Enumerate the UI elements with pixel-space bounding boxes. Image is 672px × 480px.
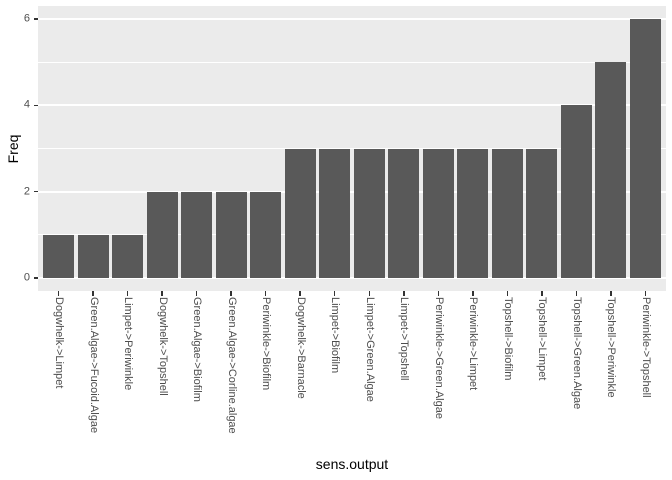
y-tick-mark — [34, 104, 38, 107]
x-tick-mark — [437, 291, 439, 296]
x-tick-mark — [644, 291, 647, 296]
x-tick-label: Topshell->Limpet — [536, 297, 549, 381]
gridline-minor — [38, 234, 666, 236]
x-tick-mark — [541, 291, 543, 296]
y-axis-title: Freq — [5, 134, 21, 163]
x-tick-label: Dogwhelk->Limpet — [53, 297, 66, 389]
bar — [353, 148, 385, 279]
x-tick-label: Green.Algae->Fucoid.Algae — [87, 297, 100, 434]
gridline-major — [38, 17, 666, 20]
y-tick-label: 2 — [23, 185, 30, 198]
x-tick-mark — [368, 291, 370, 296]
gridline-major — [38, 104, 666, 107]
x-tick-label: Dogwhelk->Topshell — [156, 297, 169, 396]
gridline-minor — [38, 61, 666, 63]
x-tick-mark — [264, 291, 267, 296]
bar — [43, 234, 75, 279]
bar — [629, 18, 661, 279]
x-tick-mark — [230, 291, 232, 296]
gridline-minor — [38, 148, 666, 149]
gridline-major — [38, 277, 666, 280]
bar — [181, 191, 213, 279]
y-tick-label: 6 — [23, 12, 30, 25]
x-tick-label: Periwinkle->Green.Algae — [432, 297, 445, 419]
x-tick-label: Topshell->Periwinkle — [605, 297, 618, 398]
y-tick-mark — [34, 18, 38, 20]
bar — [526, 148, 558, 279]
x-tick-mark — [472, 291, 474, 296]
x-tick-mark — [161, 291, 163, 296]
x-tick-label: Periwinkle->Topshell — [639, 297, 652, 398]
x-tick-label: Limpet->Biofilm — [329, 297, 342, 374]
x-tick-mark — [92, 291, 94, 296]
x-tick-label: Limpet->Periwinkle — [122, 297, 135, 391]
bar — [319, 148, 351, 279]
bar — [215, 191, 247, 279]
x-tick-label: Limpet->Green.Algae — [363, 297, 376, 402]
bar — [457, 148, 489, 279]
bar — [77, 234, 109, 279]
bar — [388, 148, 420, 279]
x-tick-mark — [403, 291, 405, 296]
x-tick-label: Topshell->Green.Algae — [570, 297, 583, 410]
x-tick-mark — [126, 291, 129, 296]
bar — [250, 191, 282, 279]
y-tick-mark — [34, 277, 38, 279]
x-tick-label: Limpet->Topshell — [398, 297, 411, 381]
x-tick-mark — [575, 291, 578, 296]
x-tick-label: Periwinkle->Biofilm — [260, 297, 273, 391]
bar — [422, 148, 454, 279]
y-tick-label: 4 — [23, 98, 30, 111]
bar — [112, 234, 144, 279]
x-tick-mark — [57, 291, 60, 296]
plot-panel — [38, 6, 666, 291]
x-tick-mark — [506, 291, 509, 296]
bar — [491, 148, 523, 279]
x-tick-label: Green.Algae->Corline.algae — [225, 297, 238, 434]
x-tick-mark — [610, 291, 612, 296]
x-tick-label: Topshell->Biofilm — [501, 297, 514, 381]
y-tick-mark — [34, 190, 38, 193]
gridline-major — [38, 190, 666, 193]
bar — [595, 62, 627, 279]
x-tick-mark — [333, 291, 336, 296]
bar — [284, 148, 316, 279]
x-tick-label: Green.Algae->Biofilm — [191, 297, 204, 402]
x-tick-label: Periwinkle->Limpet — [467, 297, 480, 391]
y-tick-label: 0 — [23, 271, 30, 284]
x-tick-label: Dogwhelk->Barnacle — [294, 297, 307, 399]
bar — [146, 191, 178, 279]
bar — [560, 105, 592, 279]
x-tick-mark — [299, 291, 301, 296]
x-axis-title: sens.output — [315, 456, 389, 472]
x-tick-mark — [195, 291, 198, 296]
